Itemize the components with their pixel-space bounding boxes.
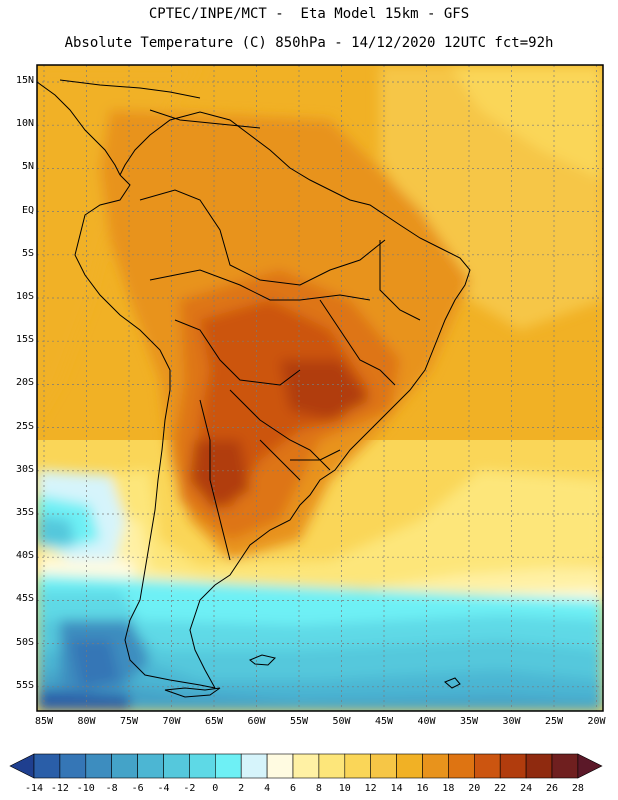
colorbar-swatch — [396, 753, 423, 779]
colorbar-arrow-low — [9, 753, 35, 779]
colorbar-swatch — [448, 753, 475, 779]
colorbar-swatch — [551, 753, 579, 779]
colorbar-label: -6 — [131, 783, 144, 794]
colorbar-swatch — [85, 753, 113, 779]
colorbar — [9, 753, 603, 779]
lon-label: 55W — [289, 716, 309, 727]
colorbar-label: 18 — [442, 783, 455, 794]
colorbar-swatch — [215, 753, 242, 779]
colorbar-swatch — [189, 753, 216, 779]
colorbar-swatch — [59, 753, 87, 779]
coastline — [37, 79, 471, 698]
lon-label: 80W — [77, 716, 96, 727]
colorbar-swatch — [473, 753, 501, 779]
lat-label: 55S — [15, 679, 34, 691]
colorbar-label: 24 — [520, 783, 533, 794]
chart-title-line-2: Absolute Temperature (C) 850hPa - 14/12/… — [64, 35, 554, 51]
chart-title-line-1: CPTEC/INPE/MCT - Eta Model 15km - GFS — [148, 6, 470, 22]
colorbar-label: 8 — [315, 783, 322, 794]
colorbar-label: 10 — [338, 783, 351, 794]
lat-label: 50S — [15, 636, 34, 648]
colorbar-swatch — [292, 753, 320, 779]
lat-label: 15N — [15, 75, 34, 86]
colorbar-swatch — [344, 753, 371, 779]
colorbar-swatch — [266, 753, 294, 779]
colorbar-label: -12 — [50, 783, 69, 794]
colorbar-label: 6 — [289, 783, 297, 794]
lon-label: 65W — [204, 716, 224, 727]
lat-label: 45S — [15, 593, 34, 605]
lat-label: EQ — [21, 204, 34, 216]
colorbar-swatch — [422, 753, 449, 779]
colorbar-arrow-high — [577, 753, 603, 779]
colorbar-label: -2 — [183, 783, 196, 794]
lat-lon-grid — [37, 65, 603, 711]
colorbar-label: 0 — [212, 783, 219, 794]
temperature-field — [37, 65, 603, 711]
lat-label: 40S — [15, 550, 34, 562]
colorbar-swatch — [240, 753, 268, 779]
lon-label: 85W — [34, 716, 54, 727]
lon-label: 45W — [374, 716, 394, 727]
lat-label: 25S — [15, 420, 34, 432]
colorbar-swatch — [111, 753, 138, 779]
colorbar-label: 14 — [390, 783, 403, 794]
lat-label: 5S — [21, 247, 34, 259]
lat-label: 20S — [15, 377, 34, 389]
lat-label: 5N — [21, 161, 34, 173]
lon-label: 35W — [459, 716, 479, 727]
lat-label: 30S — [15, 463, 34, 475]
lon-label: 60W — [247, 716, 266, 727]
colorbar-swatch — [163, 753, 190, 779]
colorbar-label: 12 — [364, 783, 377, 794]
colorbar-label: 2 — [238, 783, 245, 794]
colorbar-label: -10 — [76, 783, 95, 794]
lon-label: 25W — [544, 716, 564, 727]
colorbar-swatch — [33, 753, 61, 779]
lon-label: 30W — [502, 716, 521, 727]
lat-label: 35S — [15, 507, 34, 518]
colorbar-label: -8 — [105, 783, 118, 794]
colorbar-label: -14 — [24, 783, 44, 794]
colorbar-swatch — [525, 753, 553, 779]
colorbar-swatch — [370, 753, 397, 779]
lat-label: 10S — [15, 291, 34, 302]
lon-label: 40W — [417, 716, 436, 727]
colorbar-swatch — [137, 753, 164, 779]
colorbar-label: 16 — [416, 783, 429, 794]
colorbar-label: 28 — [571, 783, 584, 794]
colorbar-label: -4 — [157, 783, 170, 794]
colorbar-swatch — [318, 753, 346, 779]
lat-label: 10N — [15, 118, 34, 130]
lat-label: 15S — [15, 334, 34, 346]
colorbar-swatch — [499, 753, 527, 779]
colorbar-label: 22 — [494, 783, 507, 794]
lon-label: 50W — [332, 716, 351, 727]
colorbar-label: 20 — [468, 783, 481, 794]
colorbar-label: 26 — [545, 783, 559, 794]
lon-label: 70W — [162, 716, 181, 727]
lon-label: 20W — [587, 716, 606, 727]
map-frame — [36, 64, 604, 712]
colorbar-label: 4 — [264, 783, 271, 794]
lon-label: 75W — [119, 716, 139, 727]
